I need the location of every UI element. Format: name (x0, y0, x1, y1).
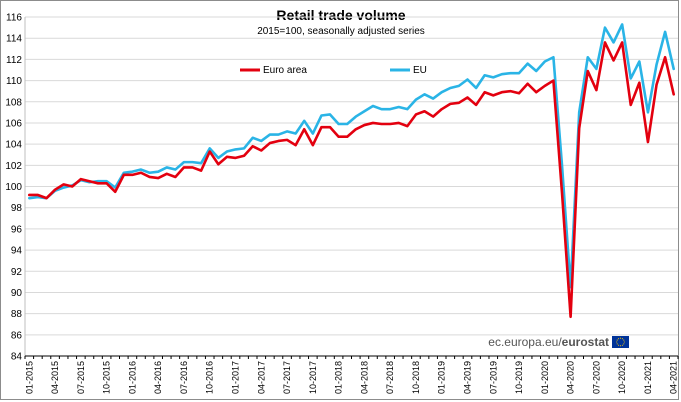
series-line-eu (27, 23, 676, 289)
x-tick-label: 01-2015 (24, 361, 34, 394)
y-tick-label: 106 (5, 118, 22, 129)
eu-flag-star (619, 345, 622, 347)
legend-label-euro-area: Euro area (263, 65, 307, 76)
x-tick-label: 10-2019 (514, 361, 524, 394)
y-tick-label: 116 (6, 13, 22, 24)
y-tick-label: 98 (11, 203, 23, 214)
y-tick-label: 112 (6, 55, 22, 66)
eu-flag-star (618, 338, 620, 340)
svg-text:ec.europa.eu/eurostat: ec.europa.eu/eurostat (488, 335, 609, 349)
source-credit: ec.europa.eu/eurostat (488, 335, 629, 349)
y-tick-label: 108 (5, 97, 22, 108)
y-tick-label: 110 (6, 76, 22, 87)
x-tick-label: 04-2016 (153, 361, 163, 394)
x-axis: 01-2015 04-2015 07-2015 10-2015 01-2016 04-20… (24, 355, 679, 394)
x-tick-label: 07-2020 (591, 361, 601, 394)
eu-flag-star (616, 339, 618, 341)
y-tick-label: 96 (11, 224, 23, 235)
eu-flag-stars (616, 337, 625, 347)
y-tick-label: 84 (11, 352, 23, 363)
legend-label-eu: EU (413, 65, 427, 76)
x-tick-label: 07-2018 (385, 361, 395, 394)
gridlines (25, 16, 678, 357)
y-tick-label: 100 (5, 182, 22, 193)
x-tick-label: 04-2019 (462, 361, 472, 394)
y-tick-label: 86 (11, 330, 23, 341)
eu-flag-star (621, 344, 623, 346)
eu-flag-star (623, 343, 625, 345)
y-tick-label: 94 (11, 246, 23, 257)
series-lines (27, 23, 676, 319)
x-tick-label: 07-2019 (488, 361, 498, 394)
x-tick-label: 07-2017 (282, 361, 292, 394)
x-tick-label: 04-2018 (359, 361, 369, 394)
x-tick-label: 01-2020 (540, 361, 550, 394)
x-tick-label: 07-2015 (76, 361, 86, 394)
x-tick-label: 10-2020 (617, 361, 627, 394)
x-tick-label: 10-2016 (205, 361, 215, 394)
x-tick-label: 04-2021 (669, 361, 679, 394)
eu-flag-star (621, 338, 623, 340)
x-tick-label: 01-2017 (231, 361, 241, 394)
y-tick-label: 88 (11, 309, 23, 320)
y-axis: 84 86 88 90 92 94 96 98 100 102 104 106 108 110 112 114… (5, 13, 26, 363)
eu-flag-icon (612, 336, 629, 348)
x-tick-label: 04-2017 (256, 361, 266, 394)
x-tick-label: 01-2016 (127, 361, 137, 394)
source-prefix: ec.europa.eu/ (488, 335, 562, 349)
source-brand: eurostat (562, 335, 609, 349)
eu-flag-star (623, 341, 625, 343)
x-tick-label: 07-2016 (179, 361, 189, 394)
x-tick-label: 01-2018 (334, 361, 344, 394)
eu-flag-star (619, 337, 622, 339)
eu-flag-star (618, 344, 620, 346)
x-tick-label: 04-2020 (566, 361, 576, 394)
x-tick-label: 01-2019 (437, 361, 447, 394)
eu-flag-star (616, 341, 618, 343)
eu-flag-star (616, 343, 618, 345)
legend: Euro area EU (240, 65, 427, 76)
y-tick-label: 90 (11, 288, 23, 299)
x-tick-label: 10-2018 (411, 361, 421, 394)
chart-subtitle: 2015=100, seasonally adjusted series (257, 26, 425, 37)
x-tick-label: 01-2021 (643, 361, 653, 394)
x-tick-label: 10-2015 (102, 361, 112, 394)
eu-flag-star (623, 339, 625, 341)
x-tick-label: 10-2017 (308, 361, 318, 394)
y-tick-label: 92 (11, 267, 23, 278)
chart-title: Retail trade volume (276, 7, 405, 23)
y-tick-label: 114 (6, 34, 22, 45)
series-line-euro-area (27, 41, 676, 319)
y-tick-label: 104 (5, 140, 22, 151)
x-tick-label: 04-2015 (50, 361, 60, 394)
y-tick-label: 102 (5, 161, 22, 172)
